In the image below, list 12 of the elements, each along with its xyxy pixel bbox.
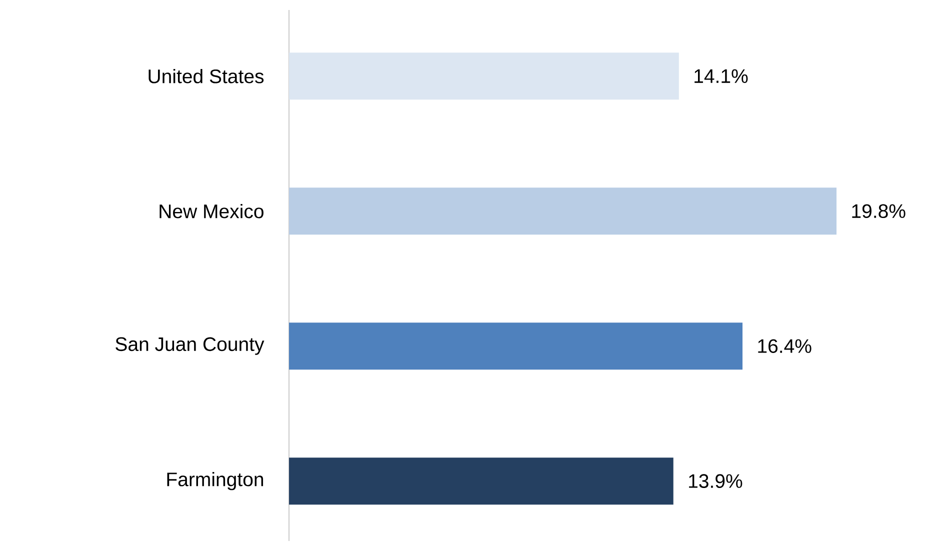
y-tick-label: New Mexico	[160, 204, 264, 218]
data-label: 16.4%	[758, 339, 812, 354]
y-tick-label: San Juan County	[116, 337, 264, 356]
data-label: 13.9%	[689, 474, 742, 488]
data-label: 19.8%	[852, 204, 906, 218]
y-tick-label: United States	[148, 69, 264, 84]
bar	[289, 52, 679, 100]
bar	[289, 458, 674, 505]
y-tick-label: Farmington	[167, 472, 264, 490]
bar	[289, 322, 742, 370]
data-label: 14.1%	[694, 70, 748, 84]
bar	[289, 188, 837, 235]
